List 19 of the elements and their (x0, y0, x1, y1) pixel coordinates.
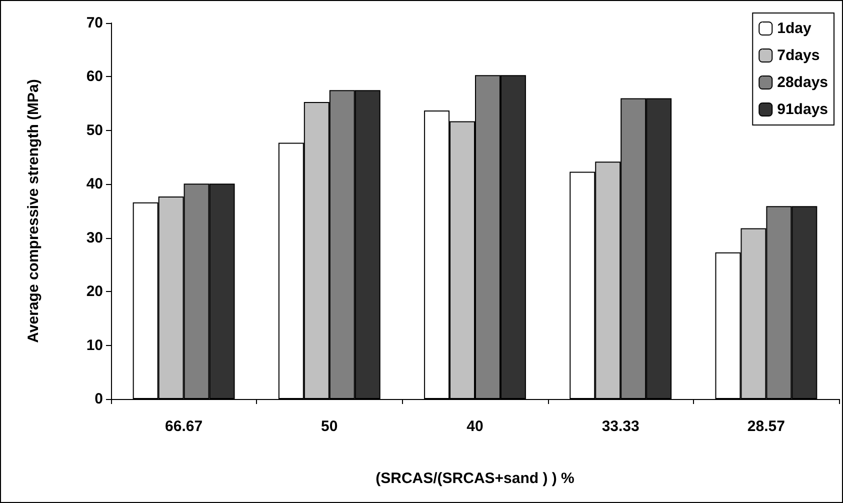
legend-label: 28days (777, 74, 828, 91)
y-tick-label: 50 (86, 122, 103, 139)
legend-label: 1day (777, 20, 812, 37)
x-tick-label: 28.57 (747, 418, 785, 435)
y-axis-title: Average compressive strength (MPa) (25, 79, 42, 343)
x-tick-label: 50 (321, 418, 338, 435)
x-axis-title: (SRCAS/(SRCAS+sand ) ) % (376, 470, 574, 487)
y-tick-label: 60 (86, 68, 103, 86)
x-tick-label: 66.67 (165, 418, 203, 435)
y-tick-label: 40 (86, 176, 103, 193)
x-tick-label: 33.33 (602, 418, 640, 435)
y-tick-label: 70 (86, 14, 103, 32)
y-tick-label: 20 (86, 283, 103, 300)
x-tick-label: 40 (466, 418, 484, 435)
legend-label: 7days (777, 47, 820, 64)
y-tick-label: 10 (86, 336, 103, 354)
legend-label: 91days (777, 101, 828, 118)
y-tick-label: 30 (86, 229, 103, 246)
y-tick-label: 0 (94, 390, 103, 408)
